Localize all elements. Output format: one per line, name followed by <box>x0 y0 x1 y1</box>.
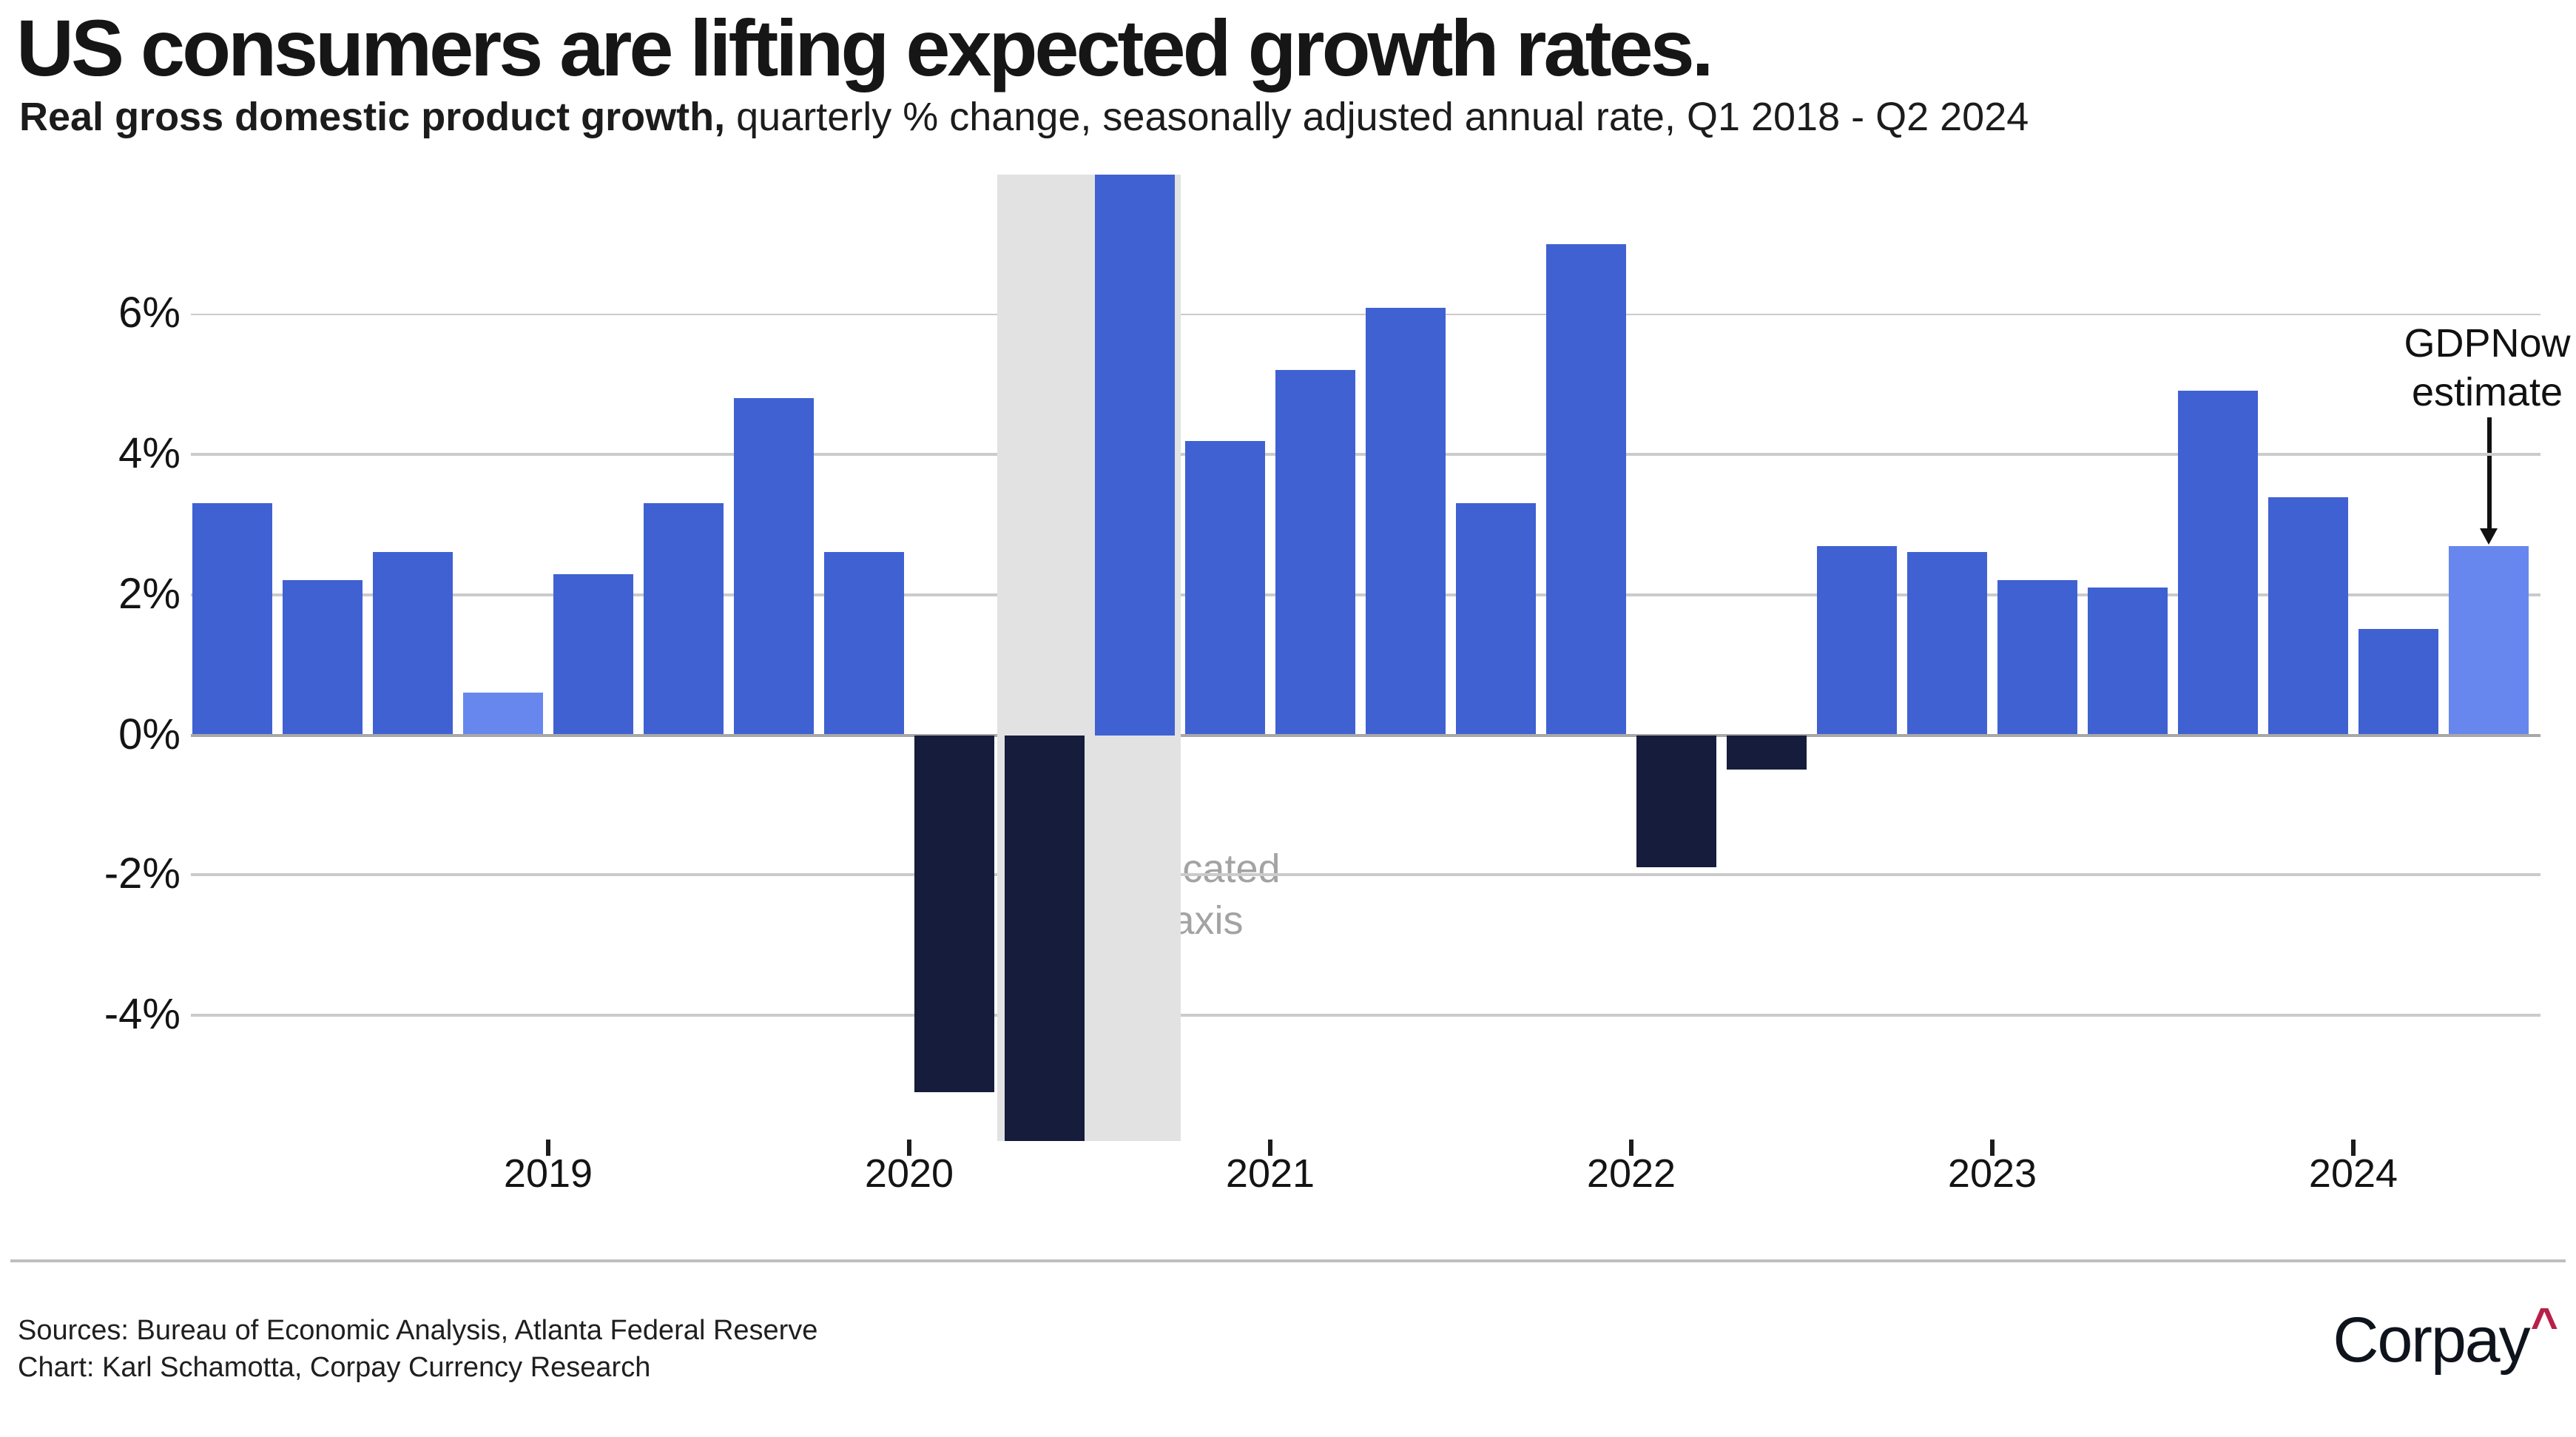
bar-q1-2022 <box>1636 735 1716 868</box>
x-axis-label-2020: 2020 <box>864 1151 954 1196</box>
bar-q2-2019 <box>644 503 724 735</box>
corpay-logo-text: Corpay <box>2333 1305 2530 1376</box>
subtitle-regular-segment: quarterly % change, seasonally adjusted … <box>725 95 2029 139</box>
y-axis-label-0%: 0% <box>118 711 181 758</box>
bar-q3-2018 <box>373 552 453 735</box>
gridline--2% <box>191 873 2540 876</box>
x-axis-tick-2022 <box>1629 1140 1633 1156</box>
x-axis-tick-2019 <box>546 1140 550 1156</box>
bar-q2-2018 <box>283 580 363 735</box>
bar-q3-2020 <box>1095 174 1175 735</box>
bar-q4-2021 <box>1546 244 1626 735</box>
gdpnow-annotation-line-2: estimate <box>2411 370 2563 414</box>
gdpnow-arrow-line <box>2487 417 2491 530</box>
gdpnow-annotation-line-1: GDPNow <box>2404 321 2571 366</box>
x-axis-label-2024: 2024 <box>2308 1151 2398 1196</box>
bar-q1-2018 <box>192 503 272 735</box>
bar-q2-2020 <box>1005 735 1085 1140</box>
gdpnow-arrow-head <box>2480 528 2498 545</box>
chart-subtitle: Real gross domestic product growth, quar… <box>19 95 2029 141</box>
bar-q2-2024 <box>2449 545 2529 735</box>
corpay-logo-caret-icon: ^ <box>2530 1298 2558 1351</box>
gdpnow-annotation: GDPNow estimate <box>2361 320 2576 417</box>
footer-divider <box>10 1259 2566 1262</box>
bar-q1-2021 <box>1275 370 1355 735</box>
bar-q2-2023 <box>2088 588 2168 735</box>
bar-q1-2020 <box>914 735 994 1092</box>
bar-q3-2022 <box>1817 545 1897 735</box>
x-axis-label-2023: 2023 <box>1947 1151 2037 1196</box>
zero-axis-line <box>191 733 2540 736</box>
bar-q3-2021 <box>1456 503 1536 735</box>
x-axis-label-2019: 2019 <box>503 1151 593 1196</box>
x-axis-tick-2023 <box>1990 1140 1995 1156</box>
corpay-logo: Corpay^ <box>2333 1298 2558 1378</box>
bar-q2-2022 <box>1727 735 1807 770</box>
bar-q3-2023 <box>2178 391 2258 735</box>
y-axis-label--4%: -4% <box>104 991 181 1039</box>
bar-q4-2022 <box>1907 552 1987 735</box>
chart-title: US consumers are lifting expected growth… <box>16 4 1714 93</box>
bar-q4-2018 <box>463 693 543 735</box>
x-axis-tick-2024 <box>2351 1140 2356 1156</box>
bar-q1-2023 <box>1997 580 2077 735</box>
x-axis-label-2022: 2022 <box>1586 1151 1676 1196</box>
bar-q3-2019 <box>734 398 814 735</box>
x-axis-tick-2021 <box>1268 1140 1272 1156</box>
chart-credit-line: Chart: Karl Schamotta, Corpay Currency R… <box>18 1352 651 1383</box>
bar-q1-2024 <box>2358 629 2438 735</box>
subtitle-bold-segment: Real gross domestic product growth, <box>19 95 726 139</box>
plot-area: Truncated y-axis GDPNow estimate 6% 4% 2% 0… <box>104 174 2576 1196</box>
y-axis-label-6%: 6% <box>118 290 181 338</box>
y-axis-label-4%: 4% <box>118 431 181 479</box>
y-axis-label-2%: 2% <box>118 571 181 619</box>
sources-line: Sources: Bureau of Economic Analysis, At… <box>18 1316 818 1347</box>
gridline--4% <box>191 1014 2540 1017</box>
x-axis-label-2021: 2021 <box>1225 1151 1315 1196</box>
footer-notes: Sources: Bureau of Economic Analysis, At… <box>18 1314 817 1387</box>
bar-q4-2023 <box>2268 497 2348 735</box>
bar-q4-2020 <box>1185 440 1265 735</box>
bar-q2-2021 <box>1366 307 1446 735</box>
y-axis-label--2%: -2% <box>104 851 181 899</box>
x-axis-tick-2020 <box>907 1140 911 1156</box>
bar-q4-2019 <box>824 552 904 735</box>
bar-q1-2019 <box>553 573 633 735</box>
